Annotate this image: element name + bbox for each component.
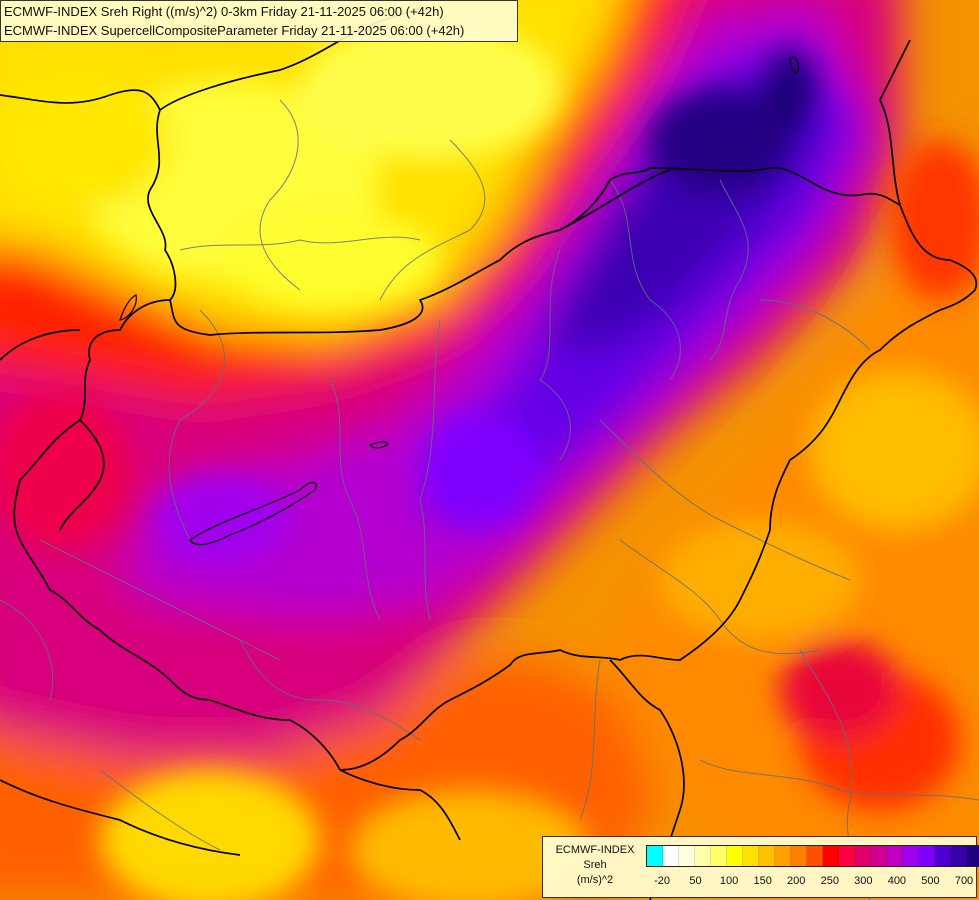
legend-swatch: [887, 846, 903, 866]
legend-tick: 50: [689, 875, 702, 887]
legend-unit: (m/s)^2: [576, 874, 614, 886]
legend-swatch: [791, 846, 807, 866]
legend-swatch: [663, 846, 679, 866]
legend-swatch: [823, 846, 839, 866]
legend-tick: 300: [854, 875, 873, 887]
legend-label: ECMWF-INDEX Sreh (m/s)^2: [545, 843, 645, 888]
legend-swatch: [679, 846, 695, 866]
title-line-scp: ECMWF-INDEX SupercellCompositeParameter …: [4, 23, 465, 38]
legend-swatch: [743, 846, 759, 866]
legend-swatch: [695, 846, 711, 866]
legend-tick: 400: [887, 875, 907, 887]
legend-swatch: [871, 846, 887, 866]
legend-color-bar: [646, 845, 979, 867]
legend-source: ECMWF-INDEX: [555, 844, 635, 856]
legend-swatch: [855, 846, 871, 866]
legend-tick: 200: [787, 875, 806, 887]
legend-tick: 500: [921, 875, 940, 887]
color-legend: ECMWF-INDEX Sreh (m/s)^2 -20 50 100 150 200 2…: [542, 836, 979, 898]
legend-swatch: [775, 846, 791, 866]
legend-tick: -20: [654, 875, 670, 887]
legend-swatch: [807, 846, 823, 866]
legend-swatch: [647, 846, 663, 866]
legend-swatch: [839, 846, 855, 866]
country-borders: [0, 7, 978, 900]
title-line-sreh: ECMWF-INDEX Sreh Right ((m/s)^2) 0-3km F…: [4, 4, 444, 19]
region-borders: [0, 99, 979, 900]
legend-tick: 150: [753, 875, 772, 887]
legend-variable: Sreh: [583, 859, 607, 871]
legend-swatch: [727, 846, 743, 866]
legend-swatch: [759, 846, 775, 866]
legend-swatch: [903, 846, 919, 866]
lakes: [119, 56, 800, 546]
legend-tick: 100: [719, 875, 739, 887]
legend-tick: 250: [820, 875, 839, 887]
legend-swatch: [935, 846, 951, 866]
legend-swatch: [919, 846, 935, 866]
legend-swatch: [951, 846, 967, 866]
legend-tick-labels: -20 50 100 150 200 250 300 400 500 700: [646, 875, 974, 891]
legend-swatch: [967, 846, 979, 866]
map-title-box: ECMWF-INDEX Sreh Right ((m/s)^2) 0-3km F…: [0, 0, 518, 42]
legend-swatch: [711, 846, 727, 866]
legend-tick: 700: [954, 875, 974, 887]
